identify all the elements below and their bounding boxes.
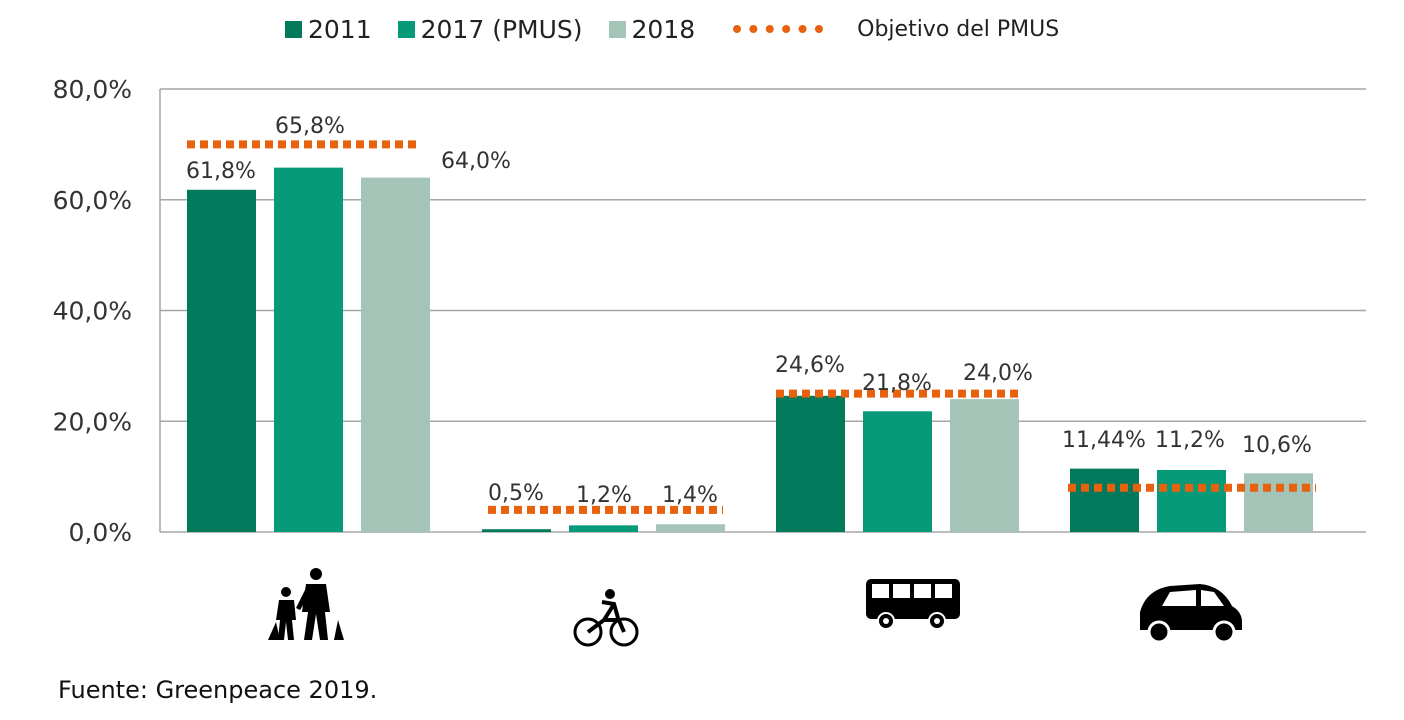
- y-tick-label: 20,0%: [53, 407, 132, 436]
- bar: [187, 189, 256, 532]
- bar: [1157, 469, 1226, 532]
- bar: [274, 167, 343, 532]
- legend-label-2017: 2017 (PMUS): [420, 14, 583, 44]
- y-tick-label: 0,0%: [68, 518, 132, 547]
- chart-legend: 2011 2017 (PMUS) 2018 Objetivo del PMUS: [285, 12, 1085, 46]
- legend-swatch-2017: [397, 20, 415, 38]
- legend-label-2011: 2011: [308, 14, 372, 44]
- walking-icon: [268, 568, 344, 640]
- data-label: 1,2%: [576, 483, 632, 508]
- bicycle-icon: [573, 589, 639, 647]
- legend-item-2011: 2011: [285, 15, 372, 44]
- y-tick-label: 60,0%: [53, 186, 132, 215]
- car-icon: [1140, 584, 1242, 644]
- legend-label-target: Objetivo del PMUS: [857, 16, 1060, 42]
- y-tick-label: 80,0%: [53, 75, 132, 104]
- legend-swatch-2018: [608, 20, 626, 38]
- bar: [1244, 473, 1313, 532]
- bar: [569, 525, 638, 532]
- bar: [776, 395, 845, 532]
- bar: [656, 524, 725, 532]
- data-label: 24,6%: [775, 353, 845, 378]
- legend-swatch-2011: [285, 20, 302, 38]
- data-label: 24,0%: [963, 361, 1033, 386]
- bar: [1070, 468, 1139, 532]
- data-label: 11,44%: [1062, 428, 1146, 453]
- data-label: 61,8%: [186, 159, 256, 184]
- y-tick-label: 40,0%: [53, 297, 132, 326]
- bar: [950, 399, 1019, 532]
- data-label: 1,4%: [662, 483, 718, 508]
- data-label: 21,8%: [862, 371, 932, 396]
- bar: [863, 411, 932, 532]
- legend-item-2018: 2018: [608, 14, 696, 44]
- bar: [361, 177, 430, 532]
- bar: [482, 529, 551, 532]
- legend-item-target: Objetivo del PMUS: [721, 17, 1059, 42]
- data-label: 65,8%: [275, 114, 345, 139]
- data-label: 10,6%: [1242, 433, 1312, 458]
- legend-label-2018: 2018: [631, 14, 696, 44]
- legend-item-2017: 2017 (PMUS): [397, 14, 583, 44]
- data-label: 11,2%: [1155, 428, 1225, 453]
- bus-icon: [866, 579, 960, 630]
- data-label: 64,0%: [441, 149, 511, 174]
- data-label: 0,5%: [488, 481, 544, 506]
- source-note: Fuente: Greenpeace 2019.: [58, 676, 378, 704]
- legend-target-dash: [733, 25, 824, 33]
